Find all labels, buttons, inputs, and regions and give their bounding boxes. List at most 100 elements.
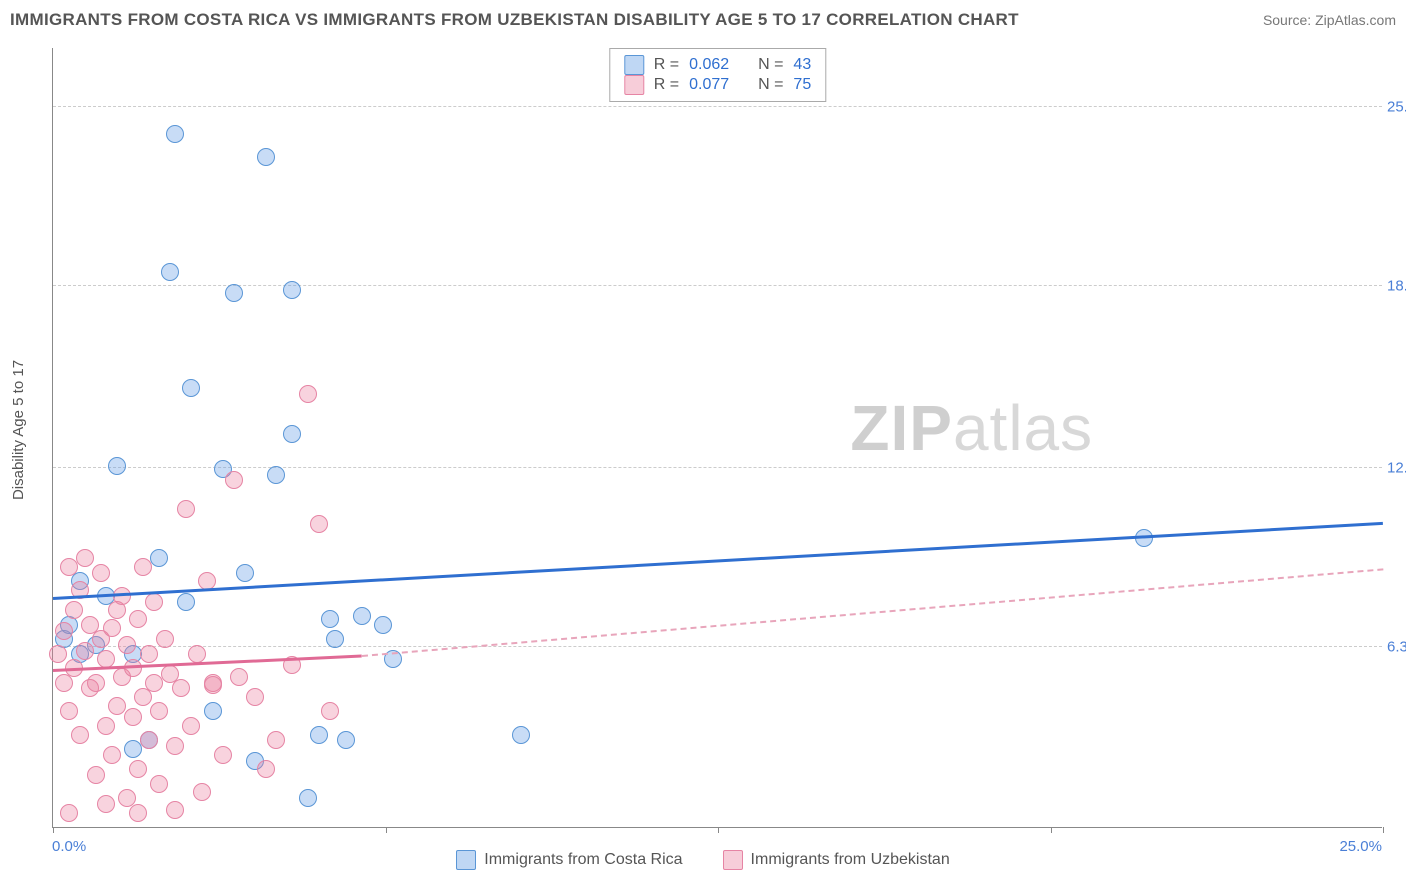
n-label: N =	[758, 56, 783, 74]
bottom-legend: Immigrants from Costa Rica Immigrants fro…	[0, 850, 1406, 870]
gridline: 12.5%	[53, 467, 1382, 468]
data-point-costa_rica	[326, 630, 344, 648]
data-point-costa_rica	[161, 263, 179, 281]
data-point-costa_rica	[337, 731, 355, 749]
legend-swatch-blue	[456, 850, 476, 870]
watermark: ZIPatlas	[850, 391, 1093, 465]
data-point-uzbekistan	[124, 708, 142, 726]
y-tick-label: 12.5%	[1387, 459, 1406, 476]
y-tick-label: 6.3%	[1387, 639, 1406, 656]
data-point-uzbekistan	[97, 717, 115, 735]
swatch-pink	[624, 75, 644, 95]
data-point-uzbekistan	[246, 688, 264, 706]
x-tick	[718, 827, 719, 833]
data-point-uzbekistan	[177, 500, 195, 518]
data-point-uzbekistan	[60, 804, 78, 822]
data-point-costa_rica	[150, 549, 168, 567]
watermark-light: atlas	[953, 392, 1093, 464]
data-point-uzbekistan	[71, 726, 89, 744]
data-point-uzbekistan	[65, 601, 83, 619]
data-point-uzbekistan	[214, 746, 232, 764]
data-point-uzbekistan	[55, 622, 73, 640]
data-point-costa_rica	[283, 281, 301, 299]
x-tick	[1051, 827, 1052, 833]
data-point-costa_rica	[257, 148, 275, 166]
data-point-uzbekistan	[230, 668, 248, 686]
trend-line	[361, 568, 1383, 657]
data-point-uzbekistan	[193, 783, 211, 801]
data-point-uzbekistan	[310, 515, 328, 533]
gridline: 6.3%	[53, 646, 1382, 647]
data-point-uzbekistan	[129, 610, 147, 628]
data-point-uzbekistan	[150, 702, 168, 720]
data-point-costa_rica	[374, 616, 392, 634]
r-value: 0.077	[689, 76, 729, 94]
data-point-uzbekistan	[134, 558, 152, 576]
n-value: 75	[793, 76, 811, 94]
data-point-costa_rica	[177, 593, 195, 611]
legend-swatch-pink	[723, 850, 743, 870]
data-point-uzbekistan	[145, 593, 163, 611]
data-point-uzbekistan	[108, 697, 126, 715]
data-point-uzbekistan	[49, 645, 67, 663]
data-point-costa_rica	[236, 564, 254, 582]
stats-box: R = 0.062 N = 43 R = 0.077 N = 75	[609, 48, 826, 102]
data-point-costa_rica	[182, 379, 200, 397]
data-point-uzbekistan	[204, 676, 222, 694]
data-point-costa_rica	[321, 610, 339, 628]
data-point-uzbekistan	[172, 679, 190, 697]
data-point-costa_rica	[353, 607, 371, 625]
data-point-costa_rica	[166, 125, 184, 143]
data-point-uzbekistan	[60, 702, 78, 720]
data-point-uzbekistan	[129, 804, 147, 822]
gridline: 25.0%	[53, 106, 1382, 107]
watermark-bold: ZIP	[850, 392, 953, 464]
data-point-uzbekistan	[97, 795, 115, 813]
r-label: R =	[654, 56, 679, 74]
title-bar: IMMIGRANTS FROM COSTA RICA VS IMMIGRANTS…	[10, 10, 1396, 30]
plot-area: ZIPatlas R = 0.062 N = 43 R = 0.077 N = 75 6.…	[52, 48, 1382, 828]
data-point-uzbekistan	[92, 564, 110, 582]
chart-title: IMMIGRANTS FROM COSTA RICA VS IMMIGRANTS…	[10, 10, 1019, 30]
stats-row: R = 0.077 N = 75	[624, 75, 811, 95]
swatch-blue	[624, 55, 644, 75]
data-point-costa_rica	[512, 726, 530, 744]
data-point-uzbekistan	[156, 630, 174, 648]
stats-row: R = 0.062 N = 43	[624, 55, 811, 75]
gridline: 18.8%	[53, 285, 1382, 286]
x-tick	[53, 827, 54, 833]
data-point-uzbekistan	[225, 471, 243, 489]
data-point-uzbekistan	[76, 549, 94, 567]
trend-line	[53, 522, 1383, 600]
data-point-uzbekistan	[76, 642, 94, 660]
data-point-uzbekistan	[129, 760, 147, 778]
legend-item: Immigrants from Uzbekistan	[723, 850, 950, 870]
data-point-uzbekistan	[321, 702, 339, 720]
data-point-costa_rica	[299, 789, 317, 807]
data-point-uzbekistan	[299, 385, 317, 403]
data-point-uzbekistan	[182, 717, 200, 735]
r-label: R =	[654, 76, 679, 94]
data-point-costa_rica	[310, 726, 328, 744]
data-point-uzbekistan	[87, 674, 105, 692]
data-point-uzbekistan	[140, 731, 158, 749]
data-point-uzbekistan	[118, 636, 136, 654]
n-value: 43	[793, 56, 811, 74]
x-tick	[1383, 827, 1384, 833]
data-point-uzbekistan	[140, 645, 158, 663]
n-label: N =	[758, 76, 783, 94]
legend-label: Immigrants from Uzbekistan	[751, 851, 950, 869]
y-tick-label: 25.0%	[1387, 98, 1406, 115]
data-point-uzbekistan	[103, 619, 121, 637]
y-axis-title: Disability Age 5 to 17	[10, 360, 27, 500]
data-point-uzbekistan	[166, 737, 184, 755]
y-tick-label: 18.8%	[1387, 277, 1406, 294]
data-point-uzbekistan	[103, 746, 121, 764]
legend-label: Immigrants from Costa Rica	[484, 851, 682, 869]
data-point-uzbekistan	[188, 645, 206, 663]
x-tick	[386, 827, 387, 833]
r-value: 0.062	[689, 56, 729, 74]
data-point-costa_rica	[283, 425, 301, 443]
data-point-uzbekistan	[87, 766, 105, 784]
data-point-costa_rica	[225, 284, 243, 302]
